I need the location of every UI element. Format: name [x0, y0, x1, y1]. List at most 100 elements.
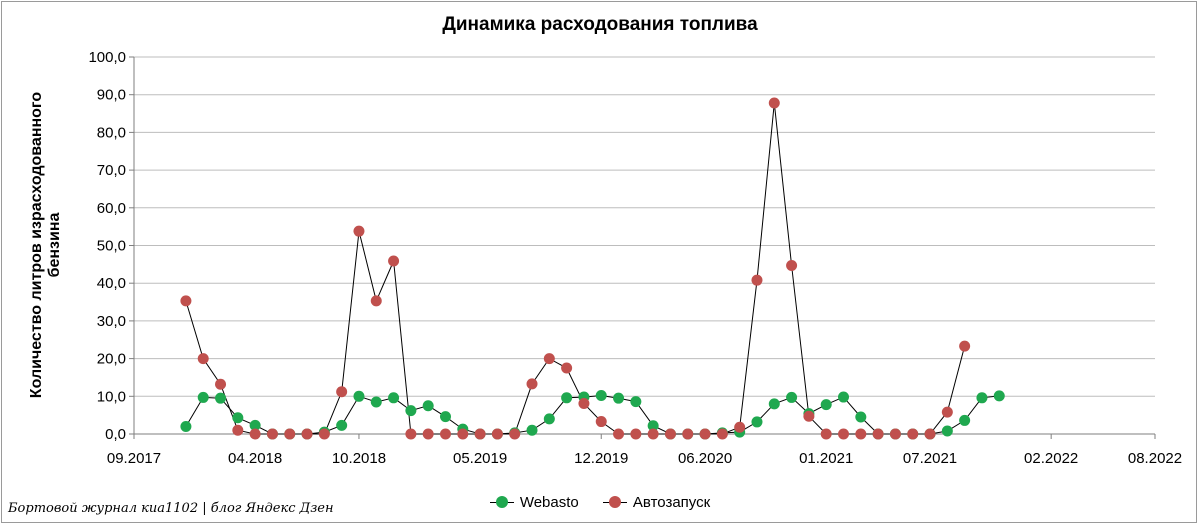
data-point-autostart: [924, 428, 936, 440]
data-point-webasto: [388, 392, 400, 404]
data-point-webasto: [751, 416, 763, 428]
data-point-webasto: [838, 391, 850, 403]
legend: Webasto Автозапуск: [0, 490, 1200, 511]
data-point-autostart: [716, 428, 728, 440]
legend-label-autostart: Автозапуск: [632, 494, 711, 511]
data-point-autostart: [941, 406, 953, 418]
x-tick-label: 06.2020: [678, 450, 732, 467]
x-tick-label: 10.2018: [332, 450, 386, 467]
data-point-autostart: [786, 259, 798, 271]
y-tick-label: 70,0: [97, 162, 126, 179]
x-tick-label: 09.2017: [107, 450, 161, 467]
data-point-autostart: [388, 255, 400, 267]
data-point-autostart: [526, 378, 538, 390]
webasto-marker-icon: [495, 496, 508, 508]
data-point-webasto: [405, 405, 417, 417]
data-point-autostart: [266, 428, 278, 440]
data-point-autostart: [232, 424, 244, 436]
legend-item-autostart: Автозапуск: [602, 494, 711, 511]
y-tick-label: 40,0: [97, 275, 126, 292]
data-point-webasto: [768, 398, 780, 410]
data-point-webasto: [855, 411, 867, 423]
y-tick-label: 80,0: [97, 124, 126, 141]
y-tick-label: 90,0: [97, 87, 126, 104]
data-point-webasto: [630, 396, 642, 408]
data-point-webasto: [232, 412, 244, 424]
x-tick-label: 02.2022: [1024, 450, 1078, 467]
data-point-autostart: [180, 295, 192, 307]
y-tick-label: 0,0: [105, 426, 126, 443]
data-point-webasto: [820, 399, 832, 411]
data-point-autostart: [491, 428, 503, 440]
x-tick-label: 04.2018: [228, 450, 282, 467]
data-point-autostart: [509, 428, 521, 440]
data-point-autostart: [561, 362, 573, 374]
data-point-webasto: [786, 391, 798, 403]
y-tick-label: 60,0: [97, 200, 126, 217]
data-point-autostart: [664, 428, 676, 440]
y-tick-label: 20,0: [97, 351, 126, 368]
x-tick-label: 07.2021: [903, 450, 957, 467]
data-point-autostart: [855, 428, 867, 440]
data-point-autostart: [543, 353, 555, 365]
data-point-webasto: [422, 400, 434, 412]
x-tick-label: 08.2022: [1128, 450, 1182, 467]
data-point-webasto: [370, 396, 382, 408]
x-tick-label: 12.2019: [574, 450, 628, 467]
data-point-webasto: [180, 420, 192, 432]
data-point-autostart: [838, 428, 850, 440]
x-tick-label: 01.2021: [799, 450, 853, 467]
data-point-webasto: [647, 420, 659, 432]
data-point-autostart: [872, 428, 884, 440]
data-point-webasto: [941, 425, 953, 437]
series-line-webasto: [185, 394, 1000, 435]
data-point-autostart: [215, 378, 227, 390]
data-point-webasto: [613, 392, 625, 404]
y-tick-label: 10,0: [97, 388, 126, 405]
watermark: Бортовой журнал киа1102 | блог Яндекс Дз…: [8, 501, 334, 516]
data-point-webasto: [249, 419, 261, 431]
data-point-autostart: [820, 428, 832, 440]
data-point-webasto: [959, 414, 971, 426]
data-point-autostart: [249, 428, 261, 440]
data-point-autostart: [751, 274, 763, 286]
y-tick-label: 50,0: [97, 238, 126, 255]
series-line-autostart: [185, 102, 966, 435]
data-point-autostart: [630, 428, 642, 440]
data-point-autostart: [197, 353, 209, 365]
data-point-autostart: [336, 386, 348, 398]
data-point-webasto: [543, 413, 555, 425]
data-point-autostart: [405, 428, 417, 440]
data-point-webasto: [526, 424, 538, 436]
data-point-webasto: [561, 392, 573, 404]
data-point-webasto: [993, 390, 1005, 402]
data-point-autostart: [699, 428, 711, 440]
data-point-autostart: [457, 428, 469, 440]
legend-item-webasto: Webasto: [489, 494, 579, 511]
autostart-marker-icon: [608, 496, 621, 508]
data-point-autostart: [301, 428, 313, 440]
data-point-autostart: [613, 428, 625, 440]
data-point-autostart: [803, 410, 815, 422]
data-point-webasto: [197, 391, 209, 403]
data-point-autostart: [734, 421, 746, 433]
data-point-autostart: [578, 397, 590, 409]
data-point-autostart: [474, 428, 486, 440]
data-point-autostart: [370, 295, 382, 307]
data-point-autostart: [682, 428, 694, 440]
data-point-webasto: [353, 390, 365, 402]
data-point-webasto: [215, 392, 227, 404]
data-point-autostart: [318, 428, 330, 440]
data-point-webasto: [976, 392, 988, 404]
data-point-autostart: [422, 428, 434, 440]
data-point-autostart: [284, 428, 296, 440]
data-point-autostart: [907, 428, 919, 440]
y-tick-label: 30,0: [97, 313, 126, 330]
data-point-autostart: [889, 428, 901, 440]
data-point-autostart: [439, 428, 451, 440]
data-point-autostart: [595, 416, 607, 428]
data-point-webasto: [595, 390, 607, 402]
data-point-webasto: [336, 419, 348, 431]
